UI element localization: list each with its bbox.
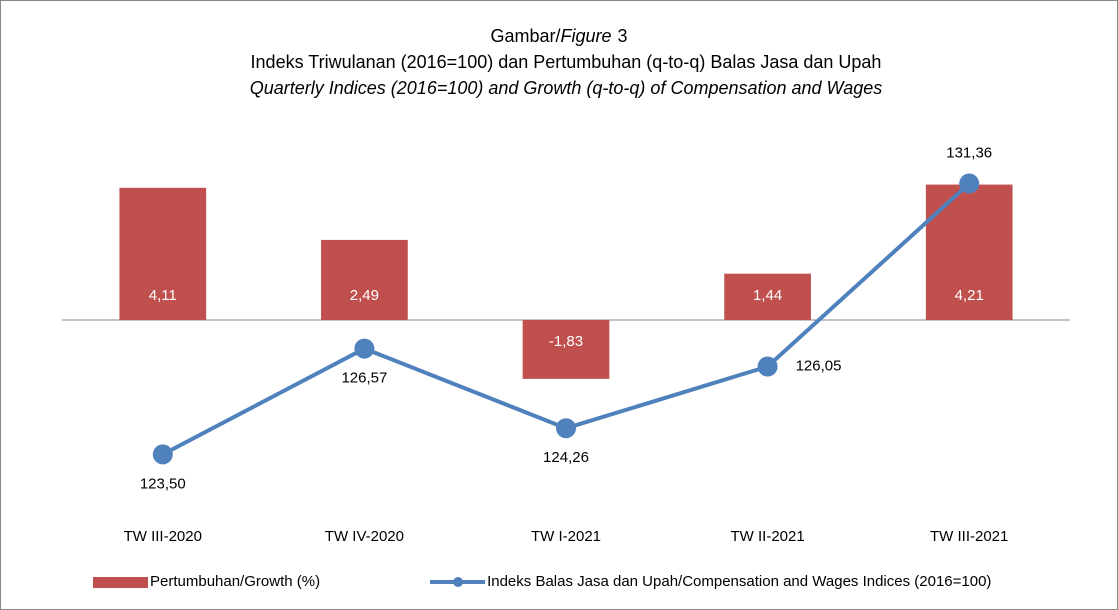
figure-num: 3 (618, 26, 628, 46)
line-label: 123,50 (140, 475, 186, 492)
x-tick-label: TW III-2020 (124, 528, 202, 545)
line-label: 131,36 (946, 144, 992, 161)
legend-swatch (93, 577, 148, 588)
bar-label: 2,49 (350, 287, 379, 304)
x-tick-label: TW IV-2020 (325, 528, 404, 545)
chart-title: Indeks Triwulanan (2016=100) dan Pertumb… (251, 52, 882, 72)
bar (119, 187, 207, 320)
bar (724, 273, 811, 320)
line-marker (354, 338, 375, 359)
line-marker (757, 356, 778, 377)
line-marker (959, 173, 980, 194)
legend-label: Indeks Balas Jasa dan Upah/Compensation … (487, 573, 991, 590)
bar-label: 1,44 (753, 287, 782, 304)
line-label: 124,26 (543, 449, 589, 466)
bar (522, 320, 610, 379)
chart-subtitle: Quarterly Indices (2016=100) and Growth … (250, 78, 883, 98)
bar-label: 4,21 (955, 287, 984, 304)
figure-number: Gambar/Figure 3 (490, 26, 627, 46)
legend-label: Pertumbuhan/Growth (%) (150, 573, 320, 590)
line-label: 126,05 (796, 357, 842, 374)
bar-label: 4,11 (149, 287, 177, 304)
x-tick-label: TW III-2021 (930, 528, 1008, 545)
line-marker (556, 418, 576, 439)
bar (321, 239, 408, 320)
bar-label: -1,83 (549, 333, 583, 350)
legend-marker (453, 577, 464, 587)
x-tick-label: TW I-2021 (531, 528, 601, 545)
line-label: 126,57 (341, 370, 387, 387)
line-marker (152, 444, 173, 465)
figure-italic: Figure (560, 26, 611, 46)
figure-prefix: Gambar/ (490, 26, 560, 46)
x-tick-label: TW II-2021 (731, 528, 805, 545)
